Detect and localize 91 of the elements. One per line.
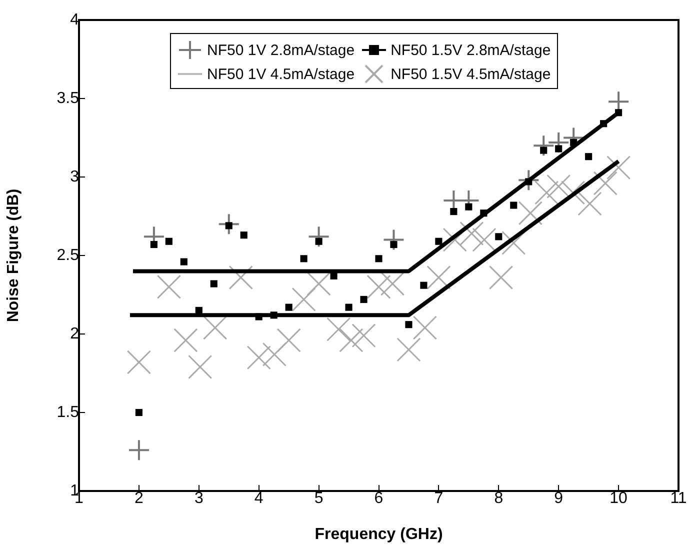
y-tick-label: 3 (70, 168, 80, 186)
point (460, 221, 484, 246)
point (300, 255, 308, 262)
point (420, 282, 428, 289)
point (555, 145, 562, 152)
x-tick-label: 9 (554, 490, 564, 508)
legend-label: NF50 1V 2.8mA/stage (207, 42, 355, 58)
point (188, 354, 212, 380)
point (472, 228, 496, 252)
point (534, 180, 559, 205)
point (396, 338, 421, 362)
y-tick-label: 1.5 (56, 404, 80, 421)
point (435, 238, 442, 245)
point (345, 304, 352, 311)
point (405, 321, 412, 328)
point (450, 208, 458, 216)
point (480, 210, 488, 217)
point (502, 230, 526, 256)
point (426, 265, 451, 290)
x-tick-label: 6 (374, 490, 384, 508)
point (174, 328, 198, 352)
x-tick-label: 10 (610, 490, 628, 508)
point (442, 228, 467, 252)
point (495, 233, 502, 240)
point (600, 120, 608, 128)
point (540, 146, 548, 154)
point (228, 265, 253, 290)
point (262, 342, 286, 366)
y-axis-title: Noise Figure (dB) (5, 188, 22, 322)
point (330, 272, 338, 280)
point (156, 274, 181, 299)
point (285, 304, 292, 311)
point (412, 316, 437, 340)
x-tick-label: 5 (314, 490, 324, 508)
point (195, 306, 202, 314)
y-tick-label: 4 (70, 11, 80, 28)
y-tick-label: 3.5 (56, 90, 80, 107)
x-tick-label: 4 (254, 490, 264, 508)
x-axis-title: Frequency (GHz) (314, 526, 443, 543)
x-tick-label: 3 (194, 490, 204, 508)
point (570, 138, 578, 146)
point (593, 171, 618, 196)
point (246, 345, 271, 370)
point (585, 153, 592, 160)
point (270, 312, 278, 319)
point (203, 316, 228, 340)
y-tick-label: 2 (70, 325, 80, 342)
point (210, 280, 218, 288)
point (126, 350, 152, 374)
legend-label: NF50 1V 4.5mA/stage (207, 66, 355, 82)
point (225, 222, 232, 230)
point (308, 226, 330, 248)
x-tick-label: 2 (134, 490, 144, 508)
point (315, 238, 322, 245)
point (366, 274, 391, 299)
point (375, 255, 382, 262)
point (465, 203, 472, 210)
point (532, 134, 555, 157)
x-tick-label: 11 (670, 490, 687, 508)
x-tick-label: 7 (434, 490, 444, 508)
point (488, 265, 514, 290)
point (518, 169, 540, 192)
point (292, 287, 316, 312)
point (352, 324, 376, 348)
point (135, 408, 142, 416)
point (255, 313, 262, 320)
y-tick-label: 2.5 (56, 246, 80, 264)
point (306, 272, 331, 296)
legend-label: NF50 1.5V 2.8mA/stage (390, 42, 551, 58)
point (326, 317, 351, 342)
point (339, 328, 364, 352)
point (390, 240, 398, 248)
point (128, 439, 150, 462)
point (606, 156, 631, 180)
point (382, 228, 405, 251)
point (150, 240, 158, 248)
point (180, 258, 188, 266)
point (218, 213, 240, 236)
point (518, 201, 542, 226)
legend-label: NF50 1.5V 4.5mA/stage (390, 66, 551, 82)
point (380, 272, 405, 296)
point (578, 192, 602, 216)
point (615, 109, 622, 116)
point (240, 232, 248, 239)
point (546, 174, 571, 198)
point (360, 296, 368, 303)
point (276, 328, 301, 352)
point (165, 238, 172, 245)
x-tick-label: 8 (494, 490, 504, 508)
point (510, 202, 518, 209)
point (525, 178, 532, 186)
